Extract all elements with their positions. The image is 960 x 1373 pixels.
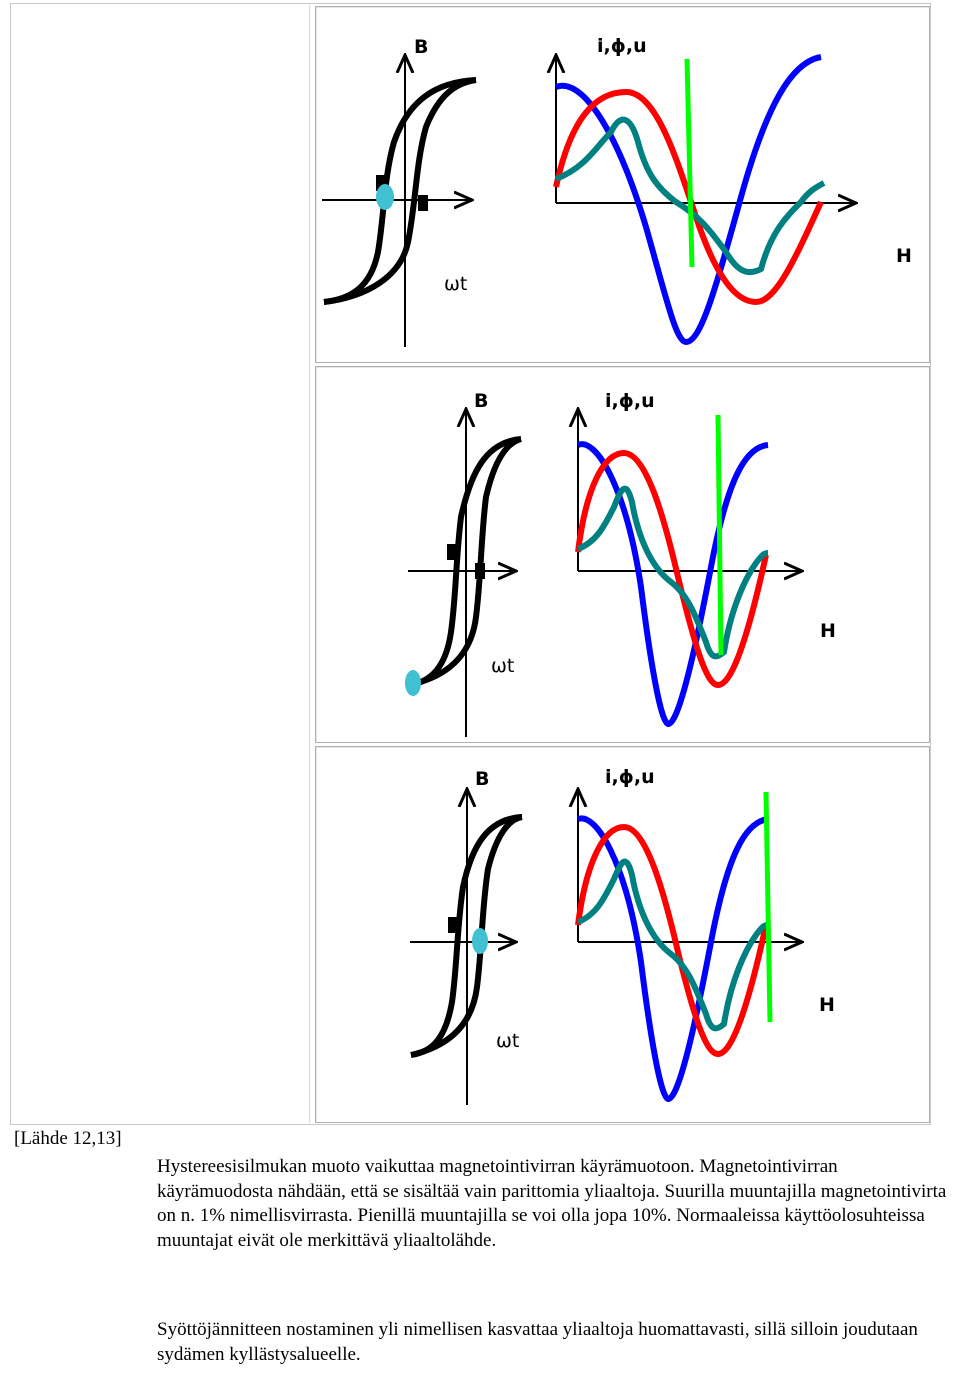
operating-point <box>405 670 421 696</box>
loop-direction-marker <box>448 917 458 933</box>
hysteresis-loop-lower <box>323 77 477 305</box>
flux-wave <box>575 823 769 1058</box>
hysteresis-loop <box>410 814 523 1058</box>
voltage-wave <box>554 116 826 276</box>
wave-label: i,ϕ,u <box>605 766 655 788</box>
wave-label: i,ϕ,u <box>605 390 655 412</box>
flux-wave <box>575 449 769 689</box>
paragraph-supply-voltage: Syöttöjännitteen nostaminen yli nimellis… <box>157 1319 918 1365</box>
paragraph-hysteresis: Hystereesisilmukan muoto vaikuttaa magne… <box>157 1156 947 1251</box>
operating-point <box>376 184 394 210</box>
h-label: H <box>820 620 836 642</box>
loop-direction-marker <box>418 195 428 211</box>
operating-point <box>472 928 488 954</box>
hysteresis-panel-3: B i,ϕ,u H ωt <box>315 746 930 1123</box>
time-marker-line <box>763 791 773 1023</box>
b-label: B <box>475 768 489 790</box>
h-label: H <box>819 994 835 1016</box>
b-label: B <box>414 36 428 58</box>
wave-label: i,ϕ,u <box>597 35 647 57</box>
source-reference: [Lähde 12,13] <box>14 1128 122 1149</box>
voltage-wave <box>576 485 769 660</box>
figure-frame <box>10 3 931 1125</box>
hysteresis-panel-2: B i,ϕ,u H ωt <box>315 366 930 743</box>
current-wave <box>576 815 769 1102</box>
wt-label: ωt <box>444 273 467 295</box>
hysteresis-panel-1: B i,ϕ,u H ωt <box>315 6 930 363</box>
hysteresis-diagram-2: B i,ϕ,u H ωt <box>405 390 836 737</box>
loop-direction-marker <box>475 563 485 579</box>
wt-label: ωt <box>496 1030 519 1052</box>
voltage-wave <box>576 858 769 1032</box>
hysteresis-loop <box>408 436 522 688</box>
h-label: H <box>896 245 912 267</box>
time-marker-line <box>715 414 724 656</box>
b-label: B <box>474 390 488 412</box>
hysteresis-loop <box>323 77 477 305</box>
wt-label: ωt <box>491 655 514 677</box>
empty-left-cell <box>12 5 310 1123</box>
loop-direction-marker <box>376 175 386 191</box>
time-marker-line <box>684 58 695 268</box>
current-wave <box>554 54 822 346</box>
loop-direction-marker <box>447 544 457 560</box>
hysteresis-diagram-1: B i,ϕ,u H ωt <box>322 35 912 347</box>
hysteresis-diagram-3: B i,ϕ,u H ωt <box>410 766 835 1105</box>
current-wave <box>576 441 769 727</box>
